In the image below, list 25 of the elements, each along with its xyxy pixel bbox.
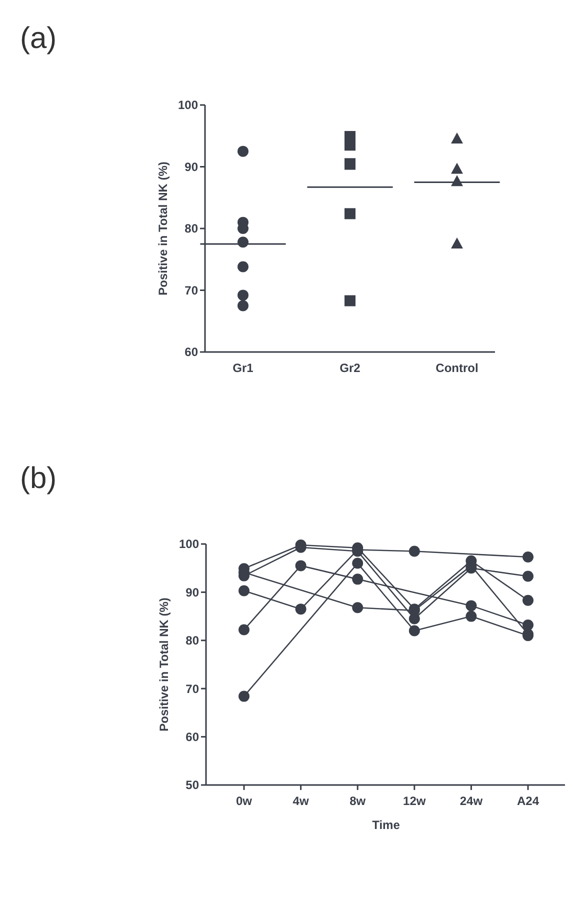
y-axis-title: Positive in Total NK (%)	[157, 598, 171, 732]
x-tick-label: 24w	[460, 794, 484, 808]
x-axis-title: Time	[372, 818, 400, 832]
x-tick-label: 8w	[350, 794, 366, 808]
x-tick-label: 4w	[292, 794, 310, 808]
x-tick-label: A24	[516, 794, 540, 808]
y-tick-label: 100	[178, 98, 198, 112]
y-axis-title: Positive in Total NK (%)	[156, 162, 170, 296]
y-tick-label: 100	[178, 537, 200, 552]
x-tick-label: Gr2	[340, 361, 361, 375]
y-tick-label: 70	[184, 283, 198, 298]
y-tick-label: 80	[186, 634, 200, 648]
y-tick-label: 90	[184, 160, 198, 174]
y-tick-label: 60	[186, 730, 200, 744]
y-tick-label: 90	[186, 585, 200, 600]
y-tick-label: 50	[186, 778, 200, 792]
chart-title: (a)	[20, 22, 57, 55]
x-tick-label: 12w	[403, 794, 426, 808]
y-tick-label: 80	[184, 222, 198, 236]
x-tick-label: Control	[436, 361, 478, 375]
x-tick-label: Gr1	[232, 361, 254, 375]
chart-title: (b)	[20, 462, 57, 495]
x-tick-label: 0w	[236, 794, 253, 808]
y-tick-label: 60	[184, 345, 198, 360]
y-tick-label: 70	[186, 682, 200, 696]
